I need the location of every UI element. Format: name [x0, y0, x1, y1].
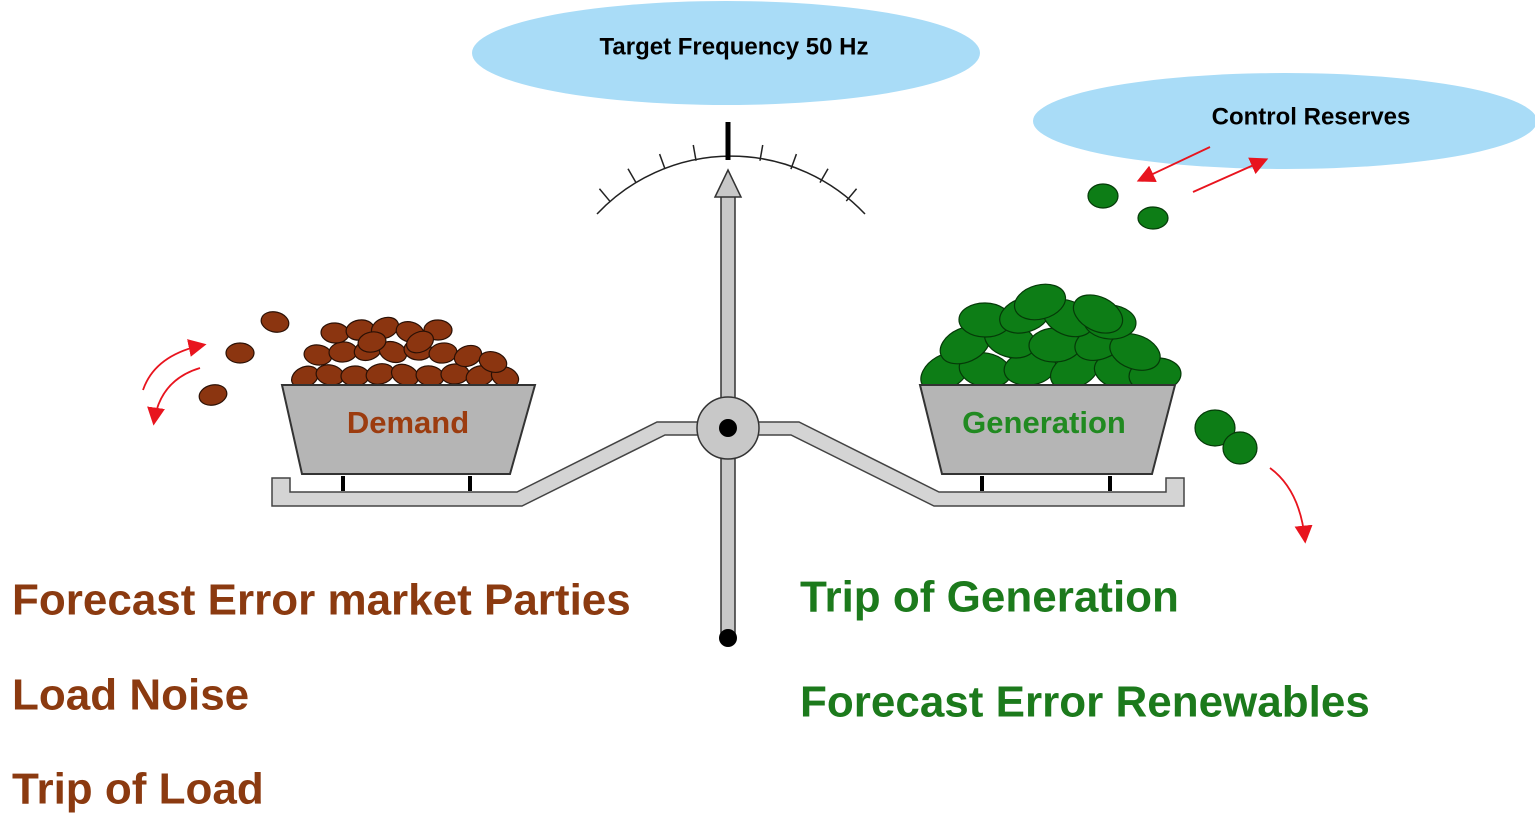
- demand-lump: [428, 341, 458, 364]
- generation-label: Generation: [962, 405, 1126, 440]
- demand-lump: [259, 309, 291, 335]
- factor: Forecast Error market Parties: [12, 576, 631, 625]
- demand-lump: [303, 343, 334, 367]
- factor: Trip of Generation: [800, 573, 1179, 622]
- gauge-tick: [693, 145, 696, 161]
- demand-lump: [328, 341, 358, 363]
- gauge-tick: [628, 169, 636, 183]
- generation-lump: [1223, 432, 1257, 464]
- reserves-label: Control Reserves: [1212, 103, 1411, 130]
- needle-head: [715, 170, 741, 197]
- demand-lump: [320, 322, 349, 344]
- demand-label: Demand: [347, 405, 469, 440]
- needle-end: [719, 629, 737, 647]
- gauge-tick: [846, 189, 856, 201]
- diagram: Target Frequency 50 Hz Control Reserves …: [0, 0, 1535, 818]
- demand-lump: [341, 366, 369, 386]
- left-factors: Forecast Error market Parties Load Noise…: [12, 576, 631, 814]
- demand-lump: [197, 382, 229, 408]
- pivot-dot: [719, 419, 737, 437]
- factor: Trip of Load: [12, 765, 264, 814]
- gauge-tick: [599, 189, 609, 201]
- generation-lump: [1088, 184, 1118, 208]
- demand-lump: [226, 343, 254, 363]
- generation-lump: [1138, 207, 1168, 229]
- title: Target Frequency 50 Hz: [600, 33, 869, 60]
- right-factors: Trip of Generation Forecast Error Renewa…: [800, 573, 1370, 727]
- gauge-tick: [660, 154, 665, 169]
- factor: Load Noise: [12, 671, 249, 720]
- factor: Forecast Error Renewables: [800, 678, 1370, 727]
